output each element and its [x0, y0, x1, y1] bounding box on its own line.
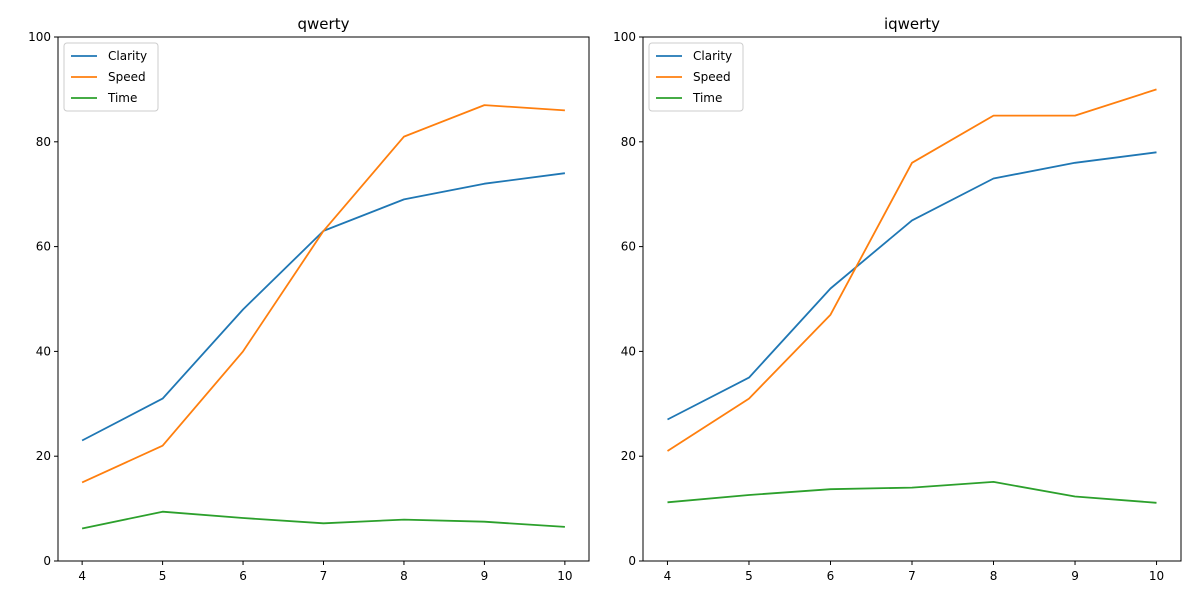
- x-tick-label: 6: [239, 569, 247, 583]
- y-tick-label: 20: [36, 449, 51, 463]
- y-tick-label: 80: [36, 135, 51, 149]
- y-tick-label: 0: [43, 554, 51, 568]
- series-line-time: [81, 510, 565, 530]
- series-line-clarity: [667, 151, 1157, 421]
- series-line-clarity: [81, 172, 566, 442]
- chart-title: qwerty: [298, 15, 350, 33]
- legend-label-clarity: Clarity: [693, 49, 732, 63]
- y-tick-label: 60: [621, 240, 636, 254]
- legend-label-clarity: Clarity: [108, 49, 147, 63]
- y-tick-label: 0: [628, 554, 636, 568]
- x-tick-label: 6: [827, 569, 835, 583]
- y-tick-label: 100: [613, 30, 636, 44]
- y-tick-label: 40: [36, 344, 51, 358]
- series-line-time: [667, 480, 1157, 504]
- legend-label-time: Time: [692, 91, 722, 105]
- x-tick-label: 4: [664, 569, 672, 583]
- legend-box: [63, 42, 159, 112]
- x-tick-label: 8: [400, 569, 408, 583]
- plot-frame: [642, 36, 1182, 562]
- x-tick-label: 5: [159, 569, 167, 583]
- x-tick-label: 7: [320, 569, 328, 583]
- x-tick-label: 9: [481, 569, 489, 583]
- y-tick-label: 60: [36, 240, 51, 254]
- series-line-speed: [81, 104, 565, 484]
- x-tick-label: 8: [990, 569, 998, 583]
- y-tick-label: 100: [28, 30, 51, 44]
- series-line-speed: [667, 88, 1157, 452]
- x-tick-label: 4: [78, 569, 86, 583]
- y-tick-label: 80: [621, 135, 636, 149]
- legend-label-time: Time: [107, 91, 137, 105]
- legend-box: [648, 42, 744, 112]
- chart-title: iqwerty: [884, 15, 940, 33]
- x-tick-label: 7: [908, 569, 916, 583]
- x-tick-label: 9: [1071, 569, 1079, 583]
- x-tick-label: 5: [745, 569, 753, 583]
- y-tick-label: 20: [621, 449, 636, 463]
- plot-frame: [57, 36, 590, 562]
- legend-label-speed: Speed: [693, 70, 731, 84]
- x-tick-label: 10: [557, 569, 572, 583]
- x-tick-label: 10: [1149, 569, 1164, 583]
- y-tick-label: 40: [621, 344, 636, 358]
- legend-label-speed: Speed: [108, 70, 146, 84]
